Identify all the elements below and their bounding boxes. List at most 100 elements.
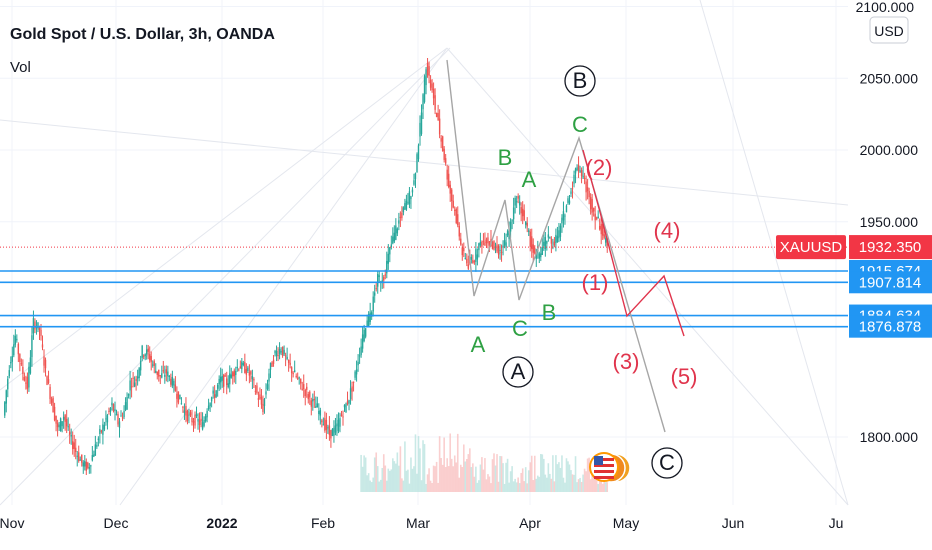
volume-bar — [500, 456, 503, 492]
candle-body — [44, 359, 47, 369]
candle-body — [574, 168, 577, 174]
candle-body — [155, 370, 157, 373]
volume-bar — [443, 437, 445, 492]
candle-body — [47, 379, 50, 383]
trend-line — [446, 47, 849, 506]
wave-label: A — [522, 167, 537, 192]
volume-bar — [562, 477, 565, 492]
candle-body — [425, 69, 427, 86]
volume-bar — [458, 477, 461, 492]
candle-body — [446, 169, 448, 180]
candle-body — [223, 374, 225, 387]
candle-body — [321, 420, 323, 423]
symbol-tag — [776, 235, 846, 260]
wave-label: (4) — [654, 218, 681, 243]
candle-body — [269, 362, 272, 370]
horizontal-levels[interactable] — [0, 246, 848, 328]
candle-body — [135, 378, 137, 382]
candle-body — [309, 391, 311, 398]
volume-bar — [456, 433, 459, 492]
candle-body — [257, 398, 260, 400]
volume-bar — [570, 470, 572, 492]
candle-body — [229, 373, 231, 385]
volume-bar — [568, 464, 571, 492]
economic-events-icon[interactable] — [589, 452, 631, 483]
volume-bar — [573, 474, 575, 492]
candle-body — [482, 241, 485, 243]
candle-body — [158, 369, 160, 377]
candle-body — [99, 428, 101, 434]
candle-body — [203, 420, 205, 426]
candle-body — [192, 421, 195, 423]
candle-body — [221, 376, 223, 381]
candle-body — [567, 198, 569, 203]
candle-body — [253, 379, 255, 381]
grid-lines — [0, 0, 848, 505]
candle-body — [159, 375, 161, 377]
currency-button[interactable]: USD — [869, 16, 909, 44]
candle-body — [239, 366, 242, 369]
candle-body — [117, 413, 119, 425]
volume-bar — [530, 455, 533, 492]
time-tick-label: Feb — [311, 515, 335, 531]
volume-bar — [462, 444, 465, 492]
candle-body — [306, 386, 308, 390]
volume-bar — [517, 477, 519, 492]
candle-body — [405, 200, 408, 210]
volume-bar — [459, 464, 462, 492]
time-axis[interactable]: Nov Dec 2022 Feb Mar Apr May Jun Ju — [0, 515, 843, 531]
candle-body — [396, 228, 399, 234]
volume-bar — [491, 459, 494, 492]
candle-body — [100, 430, 103, 432]
candle-body — [429, 80, 432, 88]
candle-body — [493, 240, 495, 250]
symbol-title[interactable]: Gold Spot / U.S. Dollar, 3h, OANDA — [10, 26, 275, 43]
candle-body — [440, 138, 442, 142]
candle-body — [475, 249, 477, 262]
candle-body — [463, 247, 465, 252]
volume-bar — [490, 483, 492, 492]
volume-bar — [390, 469, 393, 492]
candle-body — [346, 401, 349, 405]
candle-body — [512, 207, 515, 220]
volume-bar — [396, 452, 399, 492]
candle-body — [49, 386, 51, 400]
volume-bar — [361, 466, 364, 492]
volume-bar — [417, 436, 420, 492]
volume-bar — [496, 454, 498, 492]
level-price-label: 1907.814 — [859, 274, 922, 291]
candle-body — [313, 398, 316, 401]
wave-label: (3) — [613, 349, 640, 374]
candle-body — [340, 414, 343, 416]
candle-body — [55, 415, 57, 424]
candle-body — [191, 417, 193, 423]
volume-indicator-label[interactable]: Vol — [10, 59, 31, 76]
volume-bar — [363, 455, 365, 492]
candle-body — [532, 244, 534, 253]
candle-body — [194, 414, 196, 426]
candle-body — [327, 427, 329, 429]
volume-bar — [529, 462, 532, 492]
candle-body — [422, 94, 424, 110]
candle-body — [588, 191, 590, 198]
candle-body — [4, 402, 6, 416]
candle-body — [7, 378, 9, 390]
volume-bar — [428, 468, 430, 492]
volume-bar — [426, 474, 429, 492]
volume-bar — [601, 483, 604, 492]
candle-body — [259, 394, 261, 399]
candle-body — [367, 313, 370, 327]
candle-body — [526, 222, 528, 227]
candle-body — [105, 418, 107, 420]
volume-bar — [382, 454, 385, 492]
candle-body — [407, 202, 409, 204]
price-axis[interactable]: 2100.000 2050.000 2000.000 1950.000 1800.000 — [856, 0, 919, 445]
candle-body — [419, 122, 421, 137]
volume-bar — [469, 448, 471, 492]
volume-bar — [425, 483, 427, 492]
volume-bar — [481, 457, 483, 492]
candle-body — [416, 154, 418, 173]
trend-line — [0, 47, 451, 506]
volume-bar — [423, 444, 426, 492]
